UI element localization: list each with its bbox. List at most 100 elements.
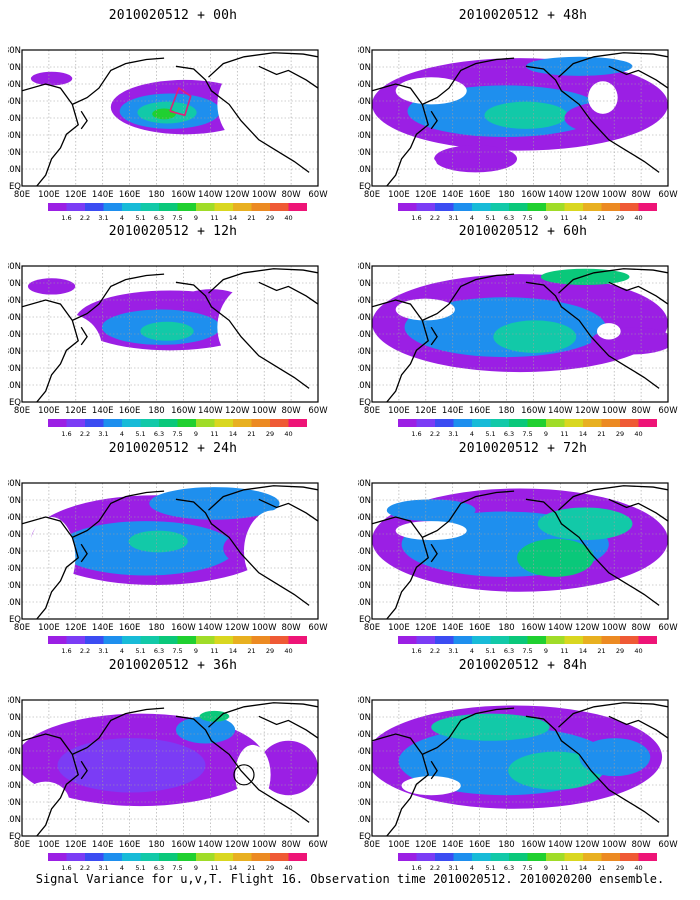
colorbar-label: 21 [597, 647, 605, 653]
colorbar-swatch [270, 203, 289, 211]
x-tick-label: 80W [281, 840, 301, 850]
colorbar-swatch [251, 419, 270, 427]
x-tick-label: 160W [171, 623, 196, 633]
x-tick-label: 140E [92, 190, 114, 200]
x-tick-label: 140W [198, 406, 223, 416]
x-tick-label: 100E [38, 623, 60, 633]
x-tick-label: 180 [148, 840, 164, 850]
colorbar-label: 21 [247, 647, 255, 653]
coastline [208, 52, 318, 78]
colorbar-swatch [48, 853, 67, 861]
y-tick-label: 50N [8, 530, 21, 540]
x-tick-label: 80E [14, 406, 30, 416]
x-tick-label: 100W [252, 840, 277, 850]
x-tick-label: 140E [442, 190, 464, 200]
panel-title: 2010020512 + 48h [458, 8, 588, 23]
y-tick-label: 50N [358, 747, 371, 757]
x-tick-label: 80E [14, 623, 30, 633]
y-tick-label: 40N [8, 330, 21, 340]
colorbar-swatch [638, 853, 657, 861]
colorbar-label: 40 [634, 864, 642, 870]
colorbar-label: 6.3 [504, 430, 514, 436]
y-tick-label: 10N [358, 381, 371, 391]
y-tick-label: 20N [358, 148, 371, 158]
x-tick-label: 100E [388, 623, 410, 633]
x-tick-label: 180 [498, 623, 514, 633]
colorbar-label: 14 [229, 214, 237, 220]
colorbar-label: 14 [229, 864, 237, 870]
colorbar-label: 14 [229, 430, 237, 436]
y-tick-label: 40N [358, 764, 371, 774]
y-tick-label: 10N [8, 165, 21, 175]
colorbar-label: 3.1 [98, 430, 108, 436]
colorbar-label: 4 [470, 647, 474, 653]
variance-map: 80E 100E 120E 140E 160E 180 160W 140W 120W 100W 80… [8, 696, 328, 870]
colorbar-swatch [601, 419, 620, 427]
coastline [208, 268, 318, 294]
y-tick-label: 20N [358, 798, 371, 808]
colorbar-label: 3.1 [98, 214, 108, 220]
colorbar-swatch [159, 419, 178, 427]
x-tick-label: 100E [388, 840, 410, 850]
low-variance-gap [372, 149, 438, 182]
colorbar-swatch [509, 853, 528, 861]
colorbar-label: 9 [194, 864, 198, 870]
colorbar-swatch [435, 853, 454, 861]
colorbar-label: 9 [544, 430, 548, 436]
y-tick-label: 40N [8, 764, 21, 774]
variance-map: 80E 100E 120E 140E 160E 180 160W 140W 120W 100W 80… [358, 46, 678, 220]
colorbar-swatch [177, 419, 196, 427]
y-tick-label: 40N [8, 547, 21, 557]
colorbar-label: 29 [266, 430, 274, 436]
colorbar-swatch [251, 853, 270, 861]
colorbar-swatch [85, 203, 104, 211]
coastline [525, 715, 660, 823]
y-tick-label: 30N [358, 131, 371, 141]
coastline [430, 110, 438, 130]
colorbar-label: 6.3 [154, 864, 164, 870]
x-tick-label: 80E [14, 840, 30, 850]
colorbar-swatch [435, 419, 454, 427]
colorbar-label: 1.6 [411, 214, 421, 220]
colorbar-swatch [122, 636, 141, 644]
y-tick-label: 30N [8, 347, 21, 357]
colorbar-label: 21 [597, 214, 605, 220]
x-tick-label: 100W [602, 840, 627, 850]
colorbar-swatch [490, 853, 509, 861]
x-tick-label: 100W [602, 190, 627, 200]
colorbar-label: 11 [560, 864, 568, 870]
coastline [608, 281, 668, 305]
x-tick-label: 160W [521, 190, 546, 200]
coastline [558, 268, 668, 294]
colorbar-swatch [453, 203, 472, 211]
colorbar-label: 29 [616, 214, 624, 220]
colorbar-swatch [214, 203, 233, 211]
x-tick-label: 160W [521, 623, 546, 633]
y-tick-label: 30N [8, 781, 21, 791]
colorbar-swatch [233, 419, 252, 427]
colorbar-swatch [85, 853, 104, 861]
variance-map: 80E 100E 120E 140E 160E 180 160W 140W 120W 100W 80… [8, 46, 328, 220]
y-tick-label: 50N [8, 97, 21, 107]
colorbar-label: 3.1 [448, 647, 458, 653]
colorbar-swatch [509, 203, 528, 211]
map-panel: 2010020512 + 36h 80E 100E 120E 140E 160E 180 16… [8, 658, 338, 870]
colorbar-label: 14 [579, 647, 587, 653]
x-tick-label: 140E [442, 623, 464, 633]
map-panel: 2010020512 + 72h 80E 100E 120E 140E 160E 180 16… [358, 441, 688, 653]
observation-circle [233, 764, 255, 786]
colorbar-swatch [490, 636, 509, 644]
colorbar-label: 5.1 [485, 864, 495, 870]
colorbar-swatch [103, 853, 122, 861]
colorbar-swatch [270, 636, 289, 644]
colorbar-label: 1.6 [61, 430, 71, 436]
x-tick-label: 180 [498, 406, 514, 416]
panel-title: 2010020512 + 60h [458, 224, 588, 239]
colorbar-swatch [601, 636, 620, 644]
colorbar-label: 7.5 [172, 647, 182, 653]
y-tick-label: EQ [359, 182, 371, 192]
colorbar-swatch [270, 419, 289, 427]
colorbar-swatch [564, 853, 583, 861]
variance-shading [199, 710, 230, 722]
coastline [72, 57, 165, 105]
